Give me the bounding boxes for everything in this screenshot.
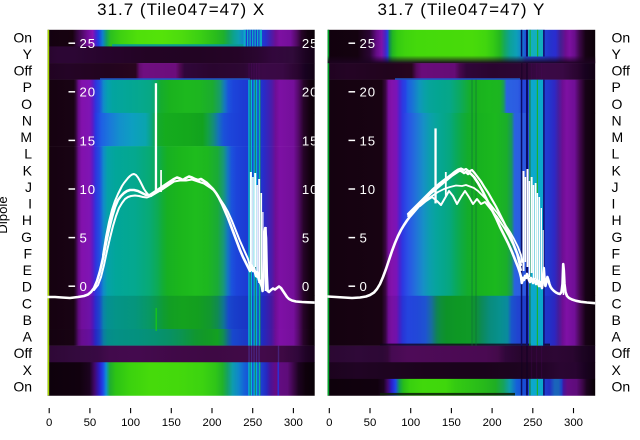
svg-text:200: 200: [202, 417, 221, 429]
svg-text:On: On: [13, 378, 32, 394]
svg-text:50: 50: [364, 417, 377, 429]
svg-text:31.7 (Tile047=47) X: 31.7 (Tile047=47) X: [97, 0, 265, 19]
svg-text:25: 25: [302, 36, 318, 51]
svg-text:150: 150: [442, 417, 461, 429]
svg-text:D: D: [22, 279, 32, 295]
svg-text:I: I: [612, 196, 616, 212]
svg-text:D: D: [612, 279, 622, 295]
svg-text:0: 0: [80, 279, 88, 294]
svg-text:15: 15: [302, 133, 318, 148]
svg-text:X: X: [612, 362, 622, 378]
svg-text:20: 20: [302, 85, 318, 100]
svg-text:F: F: [612, 245, 621, 261]
svg-text:5: 5: [360, 231, 368, 246]
svg-text:300: 300: [564, 417, 583, 429]
svg-text:J: J: [25, 179, 32, 195]
svg-text:5: 5: [302, 231, 310, 246]
svg-text:K: K: [612, 162, 622, 178]
svg-text:0: 0: [46, 417, 52, 429]
svg-text:C: C: [22, 295, 32, 311]
svg-text:300: 300: [284, 417, 303, 429]
svg-text:250: 250: [243, 417, 262, 429]
svg-text:N: N: [22, 112, 32, 128]
svg-text:On: On: [612, 29, 631, 45]
svg-text:10: 10: [360, 182, 376, 197]
svg-text:L: L: [612, 146, 620, 162]
svg-text:B: B: [612, 312, 621, 328]
svg-text:Off: Off: [612, 345, 631, 361]
svg-text:E: E: [612, 262, 621, 278]
svg-text:H: H: [612, 212, 622, 228]
svg-text:10: 10: [80, 182, 96, 197]
svg-text:50: 50: [84, 417, 97, 429]
svg-text:250: 250: [523, 417, 542, 429]
svg-text:L: L: [24, 146, 32, 162]
svg-text:Off: Off: [14, 345, 33, 361]
svg-text:0: 0: [326, 417, 332, 429]
svg-text:C: C: [612, 295, 622, 311]
svg-text:M: M: [20, 129, 32, 145]
svg-text:200: 200: [483, 417, 502, 429]
svg-text:H: H: [22, 212, 32, 228]
svg-text:On: On: [13, 29, 32, 45]
svg-text:A: A: [612, 329, 622, 345]
svg-text:Y: Y: [612, 46, 622, 62]
svg-text:O: O: [21, 96, 32, 112]
svg-text:20: 20: [80, 85, 96, 100]
svg-text:15: 15: [80, 133, 96, 148]
svg-text:I: I: [28, 196, 32, 212]
svg-text:10: 10: [302, 182, 318, 197]
svg-text:G: G: [21, 229, 32, 245]
svg-text:G: G: [612, 229, 623, 245]
svg-text:15: 15: [360, 133, 376, 148]
svg-text:F: F: [23, 245, 32, 261]
svg-text:Dipole: Dipole: [0, 196, 10, 233]
svg-text:Off: Off: [14, 63, 33, 79]
svg-text:O: O: [612, 96, 623, 112]
svg-text:P: P: [23, 79, 32, 95]
svg-text:5: 5: [80, 231, 88, 246]
svg-text:25: 25: [360, 36, 376, 51]
svg-text:0: 0: [360, 279, 368, 294]
svg-text:M: M: [612, 129, 624, 145]
svg-text:K: K: [23, 162, 33, 178]
svg-text:Y: Y: [23, 46, 33, 62]
svg-text:A: A: [23, 329, 33, 345]
svg-text:25: 25: [80, 36, 96, 51]
svg-text:X: X: [23, 362, 33, 378]
svg-text:31.7 (Tile047=47) Y: 31.7 (Tile047=47) Y: [377, 0, 545, 19]
svg-text:0: 0: [302, 279, 310, 294]
svg-text:Off: Off: [612, 63, 631, 79]
svg-text:100: 100: [121, 417, 140, 429]
svg-text:100: 100: [401, 417, 420, 429]
svg-text:20: 20: [360, 85, 376, 100]
svg-text:On: On: [612, 378, 631, 394]
svg-text:150: 150: [162, 417, 181, 429]
svg-text:J: J: [612, 179, 619, 195]
svg-text:E: E: [23, 262, 32, 278]
svg-text:P: P: [612, 79, 621, 95]
svg-text:B: B: [23, 312, 32, 328]
svg-text:N: N: [612, 112, 622, 128]
